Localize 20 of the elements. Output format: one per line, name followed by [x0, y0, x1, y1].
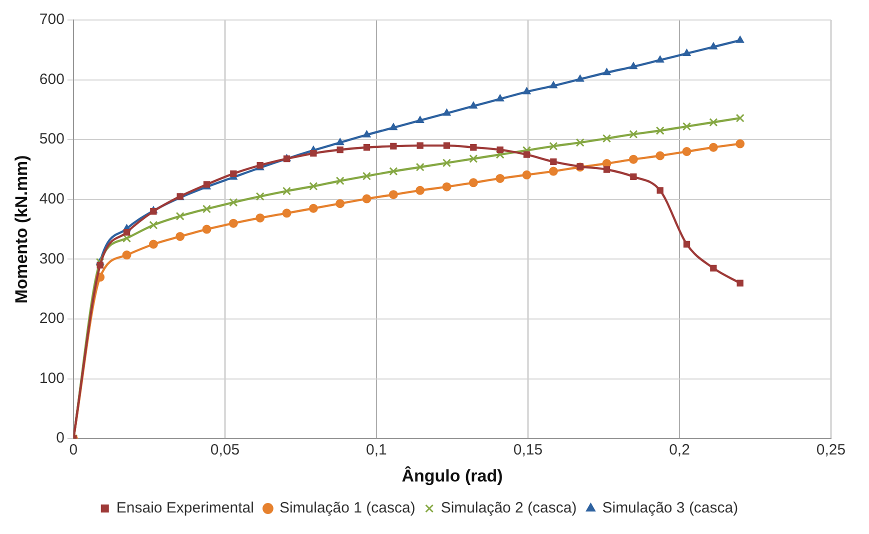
x-tick-label: 0,1	[366, 442, 387, 459]
x-tick-label: 0,05	[210, 442, 240, 459]
x-tick-label: 0,25	[816, 442, 846, 459]
x-tick-label: 0	[69, 442, 78, 459]
y-tick-label: 500	[39, 130, 64, 148]
x-tick-label: 0,2	[669, 442, 690, 459]
y-tick-label: 600	[39, 70, 64, 88]
legend-label: Simulação 1 (casca)	[279, 500, 416, 517]
y-tick-label: 300	[39, 250, 64, 268]
x-tick-label: 0,15	[513, 442, 543, 459]
legend-label: Simulação 3 (casca)	[602, 500, 738, 517]
y-tick-label: 100	[39, 370, 64, 387]
y-tick-label: 200	[39, 310, 64, 328]
y-tick-label: 700	[39, 11, 64, 28]
y-tick-label: 400	[39, 190, 64, 208]
y-axis-title: Momento (kN.mm)	[12, 155, 31, 304]
y-tick-label: 0	[56, 430, 64, 447]
x-axis-title: Ângulo (rad)	[402, 465, 503, 486]
legend-label: Simulação 2 (casca)	[440, 500, 577, 517]
legend-label: Ensaio Experimental	[116, 500, 254, 517]
